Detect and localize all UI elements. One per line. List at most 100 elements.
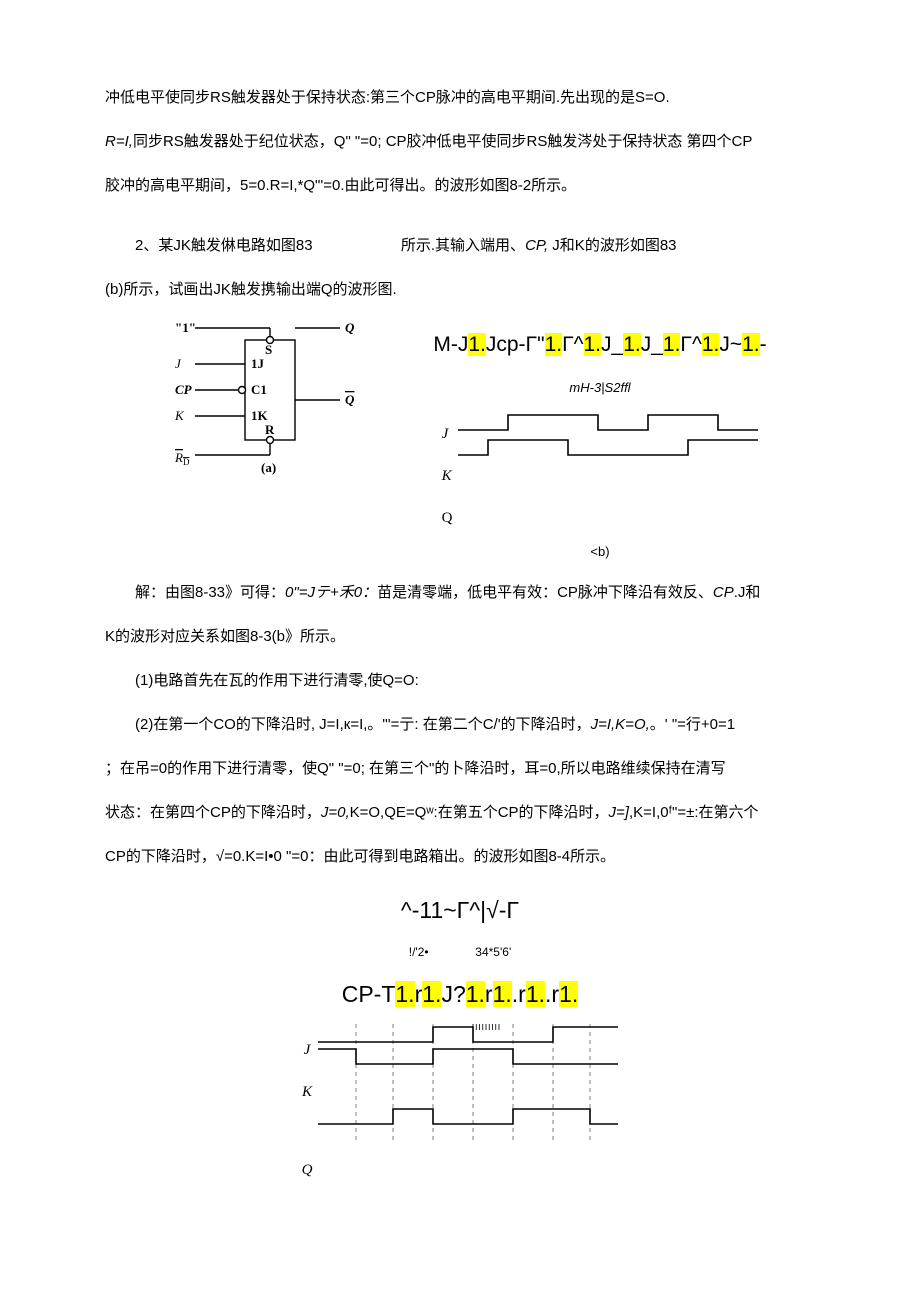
text: 所示.其输入端用、 [401, 237, 525, 254]
eq-text: J~ [719, 333, 742, 356]
eq-highlight: 1. [742, 333, 760, 356]
text-italic: R=I, [105, 133, 133, 150]
text: (1)电路首先在瓦的作用下进行清零,使Q=O: [135, 672, 419, 689]
label-q: Q [442, 500, 453, 536]
paragraph: K的波形对应关系如图8-3(b》所示。 [105, 619, 815, 655]
eq-text: Jcp-Γ" [486, 333, 545, 356]
equation-2-line1: ^-11~Γ^|√-Γ [105, 883, 815, 938]
label-j: J [442, 416, 453, 452]
eq-highlight: 1. [584, 333, 602, 356]
text: 2、某JK触发㑣电路如图83 [135, 237, 313, 254]
eq-highlight: 1. [702, 333, 720, 356]
text: 状态：在第四个CP的下降沿时， [105, 804, 321, 821]
paragraph: (2)在第一个CO的下降沿时, J=I,к=I,。"'=亍: 在第二个C/'的下… [105, 707, 815, 743]
equation-2-line2: CP-T1.r1.J?1.r1..r1..r1. [105, 967, 815, 1022]
svg-text:R: R [265, 422, 275, 437]
eq-text: J_ [641, 333, 663, 356]
eq-text: r [485, 981, 493, 1007]
text: 苗是清零端，低电平有效：CP脉冲下降沿有效反、 [377, 584, 713, 601]
tick-text: 34*5'6' [475, 945, 511, 959]
svg-text:(a): (a) [261, 460, 276, 475]
eq-highlight: 1. [623, 333, 641, 356]
text: 冲低电平使同步RS触发器处于保持状态:第三个CP脉冲的高电平期间.先出现的是S=… [105, 89, 670, 106]
text: 。' "=行+0=1 [650, 716, 735, 733]
waveform-1: J K Q [385, 410, 815, 536]
text: 解：由图8-33》可得： [135, 584, 285, 601]
text: ,K=I,0ᶠ"=±:在第六个 [629, 804, 759, 821]
eq-text: .r [545, 981, 559, 1007]
svg-text:1K: 1K [251, 408, 269, 423]
jk-circuit-diagram: "1" J CP K RD S 1J C1 1K R Q Q (a) [175, 320, 365, 489]
eq-text: J_ [601, 333, 623, 356]
svg-text:J: J [175, 356, 182, 371]
text-italic: J=0, [321, 804, 350, 821]
svg-text:CP: CP [175, 382, 193, 397]
paragraph: R=I,同步RS触发器处于纪位状态，Q" "=0; CP胶冲低电平使同步RS触发… [105, 124, 815, 160]
eq-text: Γ^ [562, 333, 583, 356]
figure-row: "1" J CP K RD S 1J C1 1K R Q Q (a) M-J1.… [105, 320, 815, 567]
waveform-1-svg [458, 410, 758, 470]
text-italic: J=] [609, 804, 629, 821]
paragraph: 2、某JK触发㑣电路如图83 所示.其输入端用、CP, J和K的波形如图83 [105, 228, 815, 264]
paragraph: CP的下降沿时，√=0.K=I•0 "=0：由此可得到电路箱出。的波形如图8-4… [105, 839, 815, 875]
eq-highlight: 1. [663, 333, 681, 356]
text: J和K的波形如图83 [548, 237, 676, 254]
text: (b)所示，试画出JK触发携输出端Q的波形图. [105, 281, 397, 298]
text-italic: 0"=Jテ+禾0： [285, 584, 377, 601]
spacer [302, 1116, 313, 1146]
svg-text:Q: Q [345, 320, 355, 335]
paragraph: 胶冲的高电平期间，5=0.R=I,*Q"'=0.由此可得出。的波形如图8-2所示… [105, 168, 815, 204]
wave-labels: J K Q [302, 1024, 313, 1188]
eq-highlight: 1. [526, 981, 545, 1007]
equation-2-ticks: !/'2• 34*5'6' [105, 938, 815, 967]
paragraph: 解：由图8-33》可得：0"=Jテ+禾0：苗是清零端，低电平有效：CP脉冲下降沿… [105, 575, 815, 611]
equation-and-wave-block: M-J1.Jcp-Γ"1.Γ^1.J_1.J_1.Γ^1.J~1.- mH-3|… [385, 320, 815, 567]
figure-8-4: ^-11~Γ^|√-Γ !/'2• 34*5'6' CP-T1.r1.J?1.r… [105, 883, 815, 1188]
tick-text: !/'2• [409, 945, 429, 959]
eq-text: CP-T [342, 981, 396, 1007]
eq-text: M-J [433, 333, 468, 356]
text: ；在吊=0的作用下进行清零，使Q" "=0; 在第三个"的卜降沿时，耳=0,所以… [105, 760, 726, 777]
paragraph: (b)所示，试画出JK触发携输出端Q的波形图. [105, 272, 815, 308]
svg-text:K: K [175, 408, 185, 423]
label-q: Q [302, 1152, 313, 1188]
figure-caption-b: <b) [385, 536, 815, 567]
waveform-2: J K Q [105, 1024, 815, 1188]
eq-highlight: 1. [395, 981, 414, 1007]
text: 同步RS触发器处于纪位状态，Q" "=0; CP胶冲低电平使同步RS触发涔处于保… [133, 133, 752, 150]
eq-highlight: 1. [545, 333, 563, 356]
svg-text:Q: Q [345, 392, 355, 407]
text: K的波形对应关系如图8-3(b》所示。 [105, 628, 345, 645]
wave-labels: J K Q [442, 410, 453, 536]
eq-text: J? [441, 981, 465, 1007]
equation-sub: mH-3|S2ffl [385, 372, 815, 403]
eq-highlight: 1. [422, 981, 441, 1007]
label-k: K [442, 458, 453, 494]
svg-text:1J: 1J [251, 356, 265, 371]
label-j: J [302, 1032, 313, 1068]
svg-text:C1: C1 [251, 382, 267, 397]
svg-text:S: S [265, 342, 272, 357]
text: CP的下降沿时，√=0.K=I•0 "=0：由此可得到电路箱出。的波形如图8-4… [105, 848, 615, 865]
eq-highlight: 1. [559, 981, 578, 1007]
text-italic: J=I,K=O, [591, 716, 650, 733]
text: .J和 [734, 584, 761, 601]
eq-text: .r [512, 981, 526, 1007]
eq-highlight: 1. [468, 333, 486, 356]
text: (2)在第一个CO的下降沿时, J=I,к=I,。"'=亍: 在第二个C/'的下… [135, 716, 591, 733]
waveform-2-svg [318, 1024, 618, 1144]
eq-highlight: 1. [493, 981, 512, 1007]
paragraph: 冲低电平使同步RS触发器处于保持状态:第三个CP脉冲的高电平期间.先出现的是S=… [105, 80, 815, 116]
text-italic: CP, [525, 237, 548, 254]
equation-line-1: M-J1.Jcp-Γ"1.Γ^1.J_1.J_1.Γ^1.J~1.- [385, 320, 815, 370]
eq-highlight: 1. [466, 981, 485, 1007]
eq-text: Γ^ [680, 333, 701, 356]
text: K=O,QE=Qʷ:在第五个CP的下降沿时， [350, 804, 609, 821]
svg-text:RD: RD [175, 450, 190, 467]
label-k: K [302, 1074, 313, 1110]
svg-text:"1": "1" [175, 320, 196, 335]
paragraph: (1)电路首先在瓦的作用下进行清零,使Q=O: [105, 663, 815, 699]
paragraph: ；在吊=0的作用下进行清零，使Q" "=0; 在第三个"的卜降沿时，耳=0,所以… [105, 751, 815, 787]
text: 胶冲的高电平期间，5=0.R=I,*Q"'=0.由此可得出。的波形如图8-2所示… [105, 177, 576, 194]
eq-text: - [760, 333, 767, 356]
